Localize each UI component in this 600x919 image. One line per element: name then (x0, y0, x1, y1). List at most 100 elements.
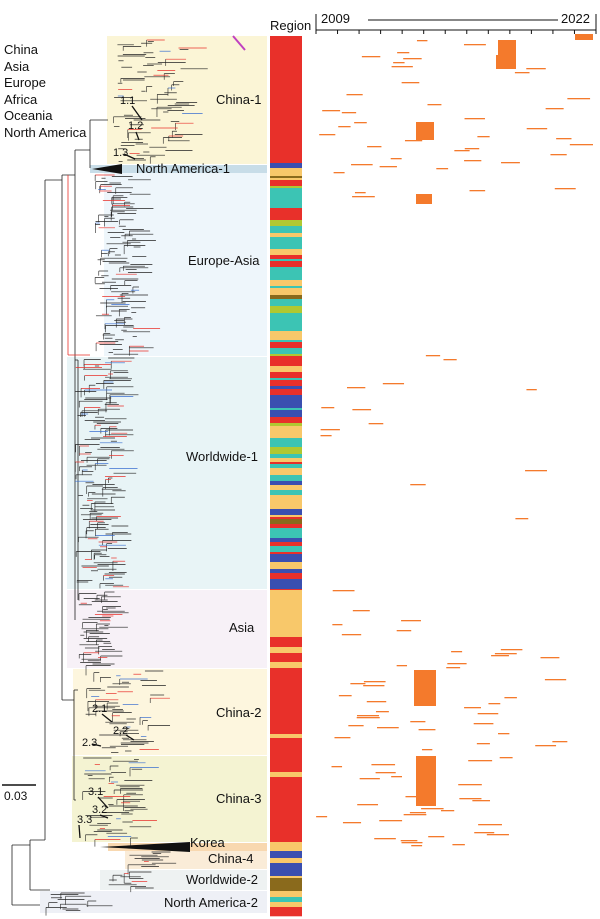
region-cell (270, 186, 302, 189)
timeline-start-label: 2009 (321, 11, 350, 26)
region-cell (270, 891, 302, 898)
region-cell (270, 793, 302, 798)
region-cell (270, 400, 302, 403)
region-cell (270, 876, 302, 879)
region-cell (270, 726, 302, 732)
region-cell (270, 653, 302, 656)
region-cell (270, 569, 302, 574)
region-cell (270, 384, 302, 387)
timeline-mark (514, 72, 530, 74)
timeline-mark (446, 667, 461, 669)
region-cell (270, 331, 302, 336)
region-cell (270, 423, 302, 427)
region-cell (270, 175, 302, 177)
timeline-mark (354, 192, 366, 194)
timeline-mark (375, 711, 389, 713)
timeline-mark (488, 703, 501, 705)
clade-label-north-america-2: North America-2 (164, 895, 258, 910)
region-cell (270, 269, 302, 275)
subclade-label-3-1: 3.1 (88, 786, 103, 798)
region-cell (270, 398, 302, 401)
region-cell (270, 552, 302, 555)
clade-label-asia: Asia (229, 620, 255, 635)
region-cell (270, 441, 302, 448)
clade-label-worldwide-2: Worldwide-2 (186, 872, 258, 887)
region-cell (270, 777, 302, 785)
timeline-mark-block (416, 756, 436, 806)
region-cell (270, 386, 302, 390)
timeline-mark (447, 663, 467, 665)
timeline-mark (391, 66, 413, 68)
region-cell (270, 237, 302, 245)
timeline-mark (352, 196, 375, 198)
region-cell (270, 143, 302, 150)
region-cell (270, 907, 302, 913)
region-cell (270, 902, 302, 908)
timeline-mark-block (498, 40, 516, 56)
region-cell (270, 731, 302, 735)
region-cell (270, 765, 302, 770)
region-cell (270, 389, 302, 396)
timeline-mark (397, 52, 410, 54)
region-cell (270, 464, 302, 469)
timeline-mark (545, 108, 564, 110)
region-cell (270, 481, 302, 486)
region-cell (270, 791, 302, 794)
region-cell (270, 517, 302, 520)
region-cell (270, 812, 302, 815)
timeline-mark (393, 62, 405, 64)
region-cell (270, 532, 302, 536)
region-cell (270, 438, 302, 442)
collapsed-north-america-1 (92, 164, 122, 174)
timeline-mark (491, 655, 509, 657)
timeline-mark (464, 707, 481, 709)
region-cell (270, 814, 302, 820)
scale-bar-label: 0.03 (4, 789, 28, 803)
region-cell (270, 535, 302, 539)
region-cell (270, 105, 302, 108)
region-cell (270, 826, 302, 831)
timeline-mark (321, 407, 335, 409)
region-cell (270, 204, 302, 209)
region-cell (270, 274, 302, 277)
subclade-label-1-3: 1.3 (113, 147, 128, 159)
timeline-mark (411, 845, 423, 847)
timeline-mark (371, 764, 396, 766)
timeline-mark (452, 844, 465, 846)
timeline-end-label: 2022 (561, 11, 590, 26)
region-cell (270, 59, 302, 65)
timeline-mark-block (575, 34, 593, 40)
region-cell (270, 153, 302, 159)
region-cell (270, 542, 302, 547)
timeline-axis (315, 14, 597, 34)
region-legend: China Asia Europe Africa Oceania North A… (4, 42, 86, 141)
timeline-mark (396, 665, 408, 667)
region-cell (270, 454, 302, 459)
region-cell (270, 749, 302, 757)
timeline-mark (421, 749, 433, 751)
region-cell (270, 410, 302, 418)
timeline-mark (356, 717, 380, 719)
region-cell (270, 113, 302, 117)
region-cell (270, 354, 302, 357)
arrow-1-1 (131, 105, 143, 121)
region-cell (270, 586, 302, 590)
timeline-mark (374, 838, 396, 840)
timeline-mark (410, 721, 426, 723)
region-cell (270, 208, 302, 214)
region-cell (270, 180, 302, 184)
timeline-mark (526, 389, 537, 391)
arrow-2-3 (91, 743, 102, 747)
region-cell (270, 573, 302, 580)
timeline-mark (409, 812, 426, 814)
timeline-mark (379, 820, 403, 822)
region-cell (270, 631, 302, 634)
region-cell (270, 772, 302, 778)
timeline-mark (451, 651, 463, 653)
arrow-2-1 (101, 713, 113, 723)
region-cell (270, 288, 302, 296)
timeline-mark (363, 685, 385, 687)
region-cell (270, 329, 302, 332)
europe-asia-stem (67, 175, 90, 356)
region-cell (270, 267, 302, 270)
